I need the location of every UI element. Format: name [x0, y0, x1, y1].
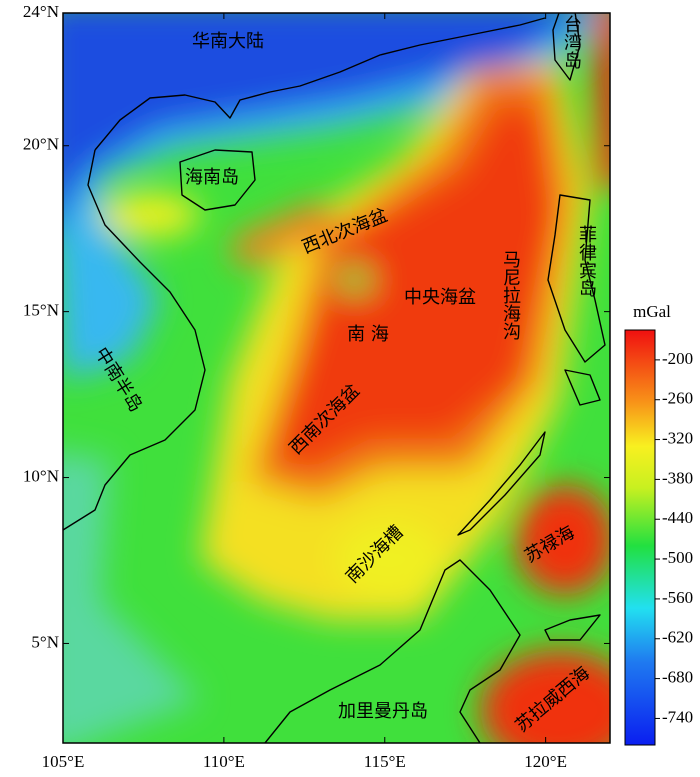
colorbar-tick-label: -740	[662, 707, 693, 726]
place-label: 菲律宾岛	[576, 225, 597, 298]
colorbar	[624, 329, 656, 746]
colorbar-tick-label: -500	[662, 548, 693, 567]
anomaly-field	[63, 13, 610, 743]
colorbar-tick-label: -380	[662, 468, 693, 487]
x-tick-label: 110°E	[203, 752, 245, 771]
y-tick-label: 5°N	[31, 632, 59, 651]
coastlines	[63, 13, 606, 743]
colorbar-tick-label: -560	[662, 588, 693, 607]
x-tick-label: 115°E	[364, 752, 406, 771]
x-tick-label: 120°E	[524, 752, 567, 771]
colorbar-unit: mGal	[633, 302, 671, 321]
place-label: 台湾岛	[561, 15, 582, 70]
y-tick-label: 24°N	[23, 2, 59, 21]
place-label: 马尼拉海沟	[500, 250, 521, 341]
place-label: 华南大陆	[192, 31, 264, 52]
colorbar-tick-label: -680	[662, 668, 693, 687]
y-tick-label: 20°N	[23, 135, 59, 154]
map-frame	[62, 12, 611, 744]
place-label: 中央海盆	[404, 287, 476, 308]
colorbar-tick-label: -200	[662, 349, 693, 368]
y-tick-label: 15°N	[23, 301, 59, 320]
y-tick-label: 10°N	[23, 466, 59, 485]
colorbar-tick-label: -620	[662, 628, 693, 647]
place-label: 海南岛	[185, 167, 239, 188]
place-label: 南 海	[347, 324, 389, 345]
colorbar-tick-label: -320	[662, 428, 693, 447]
colorbar-tick-label: -440	[662, 508, 693, 527]
colorbar-tick-label: -260	[662, 389, 693, 408]
place-label: 加里曼丹岛	[338, 701, 428, 722]
x-tick-label: 105°E	[42, 752, 85, 771]
